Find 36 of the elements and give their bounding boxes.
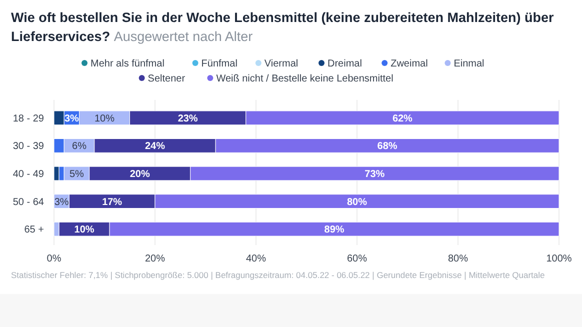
legend-label: Einmal: [454, 58, 484, 70]
legend-label: Viermal: [264, 58, 298, 70]
data-label: 17%: [102, 196, 122, 208]
y-tick-label: 50 - 64: [12, 196, 44, 208]
y-tick-label: 18 - 29: [12, 113, 44, 124]
data-label: 5%: [70, 169, 84, 180]
legend-label: Weiß nicht / Bestelle keine Lebensmittel: [216, 74, 394, 84]
x-tick-label: 60%: [346, 254, 368, 264]
data-label: 3%: [54, 196, 69, 208]
data-label: 73%: [364, 169, 385, 180]
data-label: 62%: [392, 113, 413, 124]
data-label: 68%: [377, 141, 398, 152]
data-label: 80%: [346, 196, 368, 208]
x-tick-label: 0%: [46, 254, 62, 264]
data-label: 20%: [130, 169, 150, 180]
legend-label: Mehr als fünfmal: [90, 58, 164, 70]
data-label: 10%: [74, 224, 94, 236]
data-label: 6%: [72, 141, 87, 152]
data-label: 10%: [94, 113, 115, 124]
y-tick-label: 30 - 39: [12, 141, 44, 152]
legend-label: Dreimal: [328, 58, 362, 70]
text: Statistischer Fehler: 7,1% | Stichprobengröße: 5.000 | Befragungszeitraum: 04.05.22 - 06.05.22 | Gerundete Ergebnisse | Mittelwerte Quartale: [11, 270, 546, 280]
y-tick-label: 65 +: [24, 224, 44, 236]
chart-subtitle: Ausgewertet nach Alter: [114, 29, 253, 44]
data-label: 24%: [144, 141, 166, 152]
y-tick-label: 40 - 49: [12, 169, 44, 180]
legend-label: Zweimal: [390, 58, 428, 70]
x-tick-label: 80%: [448, 254, 468, 264]
data-label: 3%: [64, 113, 80, 124]
data-label: 23%: [178, 113, 198, 124]
x-tick-label: 40%: [246, 254, 266, 264]
x-tick-label: 20%: [144, 254, 166, 264]
legend-label: Seltener: [148, 74, 186, 84]
data-label: 89%: [324, 224, 344, 236]
legend-label: Fünfmal: [201, 58, 238, 70]
x-tick-label: 100%: [546, 254, 572, 264]
